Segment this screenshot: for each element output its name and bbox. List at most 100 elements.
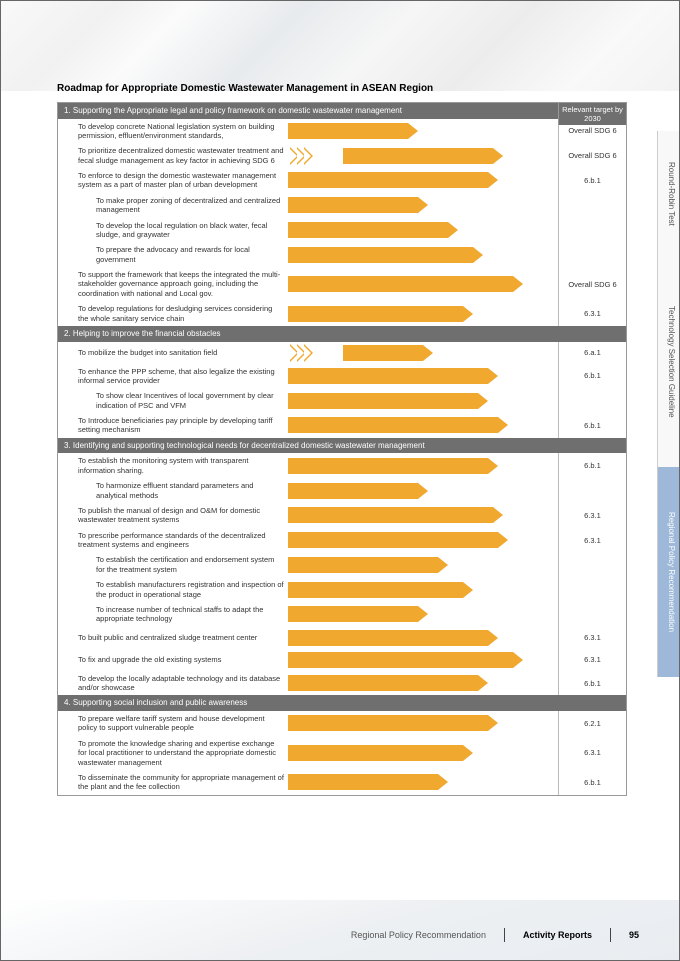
row-target: 6.b.1 — [558, 364, 626, 389]
roadmap-row: To increase number of technical staffs t… — [58, 602, 626, 627]
row-target: 6.3.1 — [558, 301, 626, 326]
arrow-bar — [288, 276, 513, 292]
arrow-bar — [288, 458, 488, 474]
row-text: To prioritize decentralized domestic was… — [58, 143, 288, 168]
arrow-bar — [288, 393, 478, 409]
roadmap-row: To prioritize decentralized domestic was… — [58, 143, 626, 168]
arrow-bar — [288, 417, 498, 433]
row-target — [558, 193, 626, 218]
page-footer: Regional Policy Recommendation Activity … — [1, 928, 679, 942]
arrow-bar — [288, 675, 478, 691]
row-target — [558, 552, 626, 577]
row-text: To harmonize effluent standard parameter… — [58, 478, 288, 503]
row-target — [558, 602, 626, 627]
side-tab[interactable]: Round-Robin Test — [657, 131, 679, 257]
arrow-bar — [288, 606, 418, 622]
row-target: 6.b.1 — [558, 671, 626, 696]
arrow-bar — [288, 222, 448, 238]
row-text: To develop the locally adaptable technol… — [58, 671, 288, 696]
row-arrow-area — [288, 736, 558, 770]
row-target: 6.b.1 — [558, 453, 626, 478]
arrow-bar — [288, 715, 488, 731]
footer-crumb-section: Regional Policy Recommendation — [351, 930, 486, 940]
roadmap-row: To Introduce beneficiaries pay principle… — [58, 413, 626, 438]
roadmap-row: To fix and upgrade the old existing syst… — [58, 649, 626, 671]
row-arrow-area — [288, 168, 558, 193]
roadmap-row: To harmonize effluent standard parameter… — [58, 478, 626, 503]
roadmap-row: To prepare welfare tariff system and hou… — [58, 711, 626, 736]
row-text: To mobilize the budget into sanitation f… — [58, 342, 288, 364]
row-target — [558, 388, 626, 413]
roadmap-row: To establish the certification and endor… — [58, 552, 626, 577]
roadmap-row: To make proper zoning of decentralized a… — [58, 193, 626, 218]
page-title: Roadmap for Appropriate Domestic Wastewa… — [57, 83, 627, 94]
row-arrow-area — [288, 364, 558, 389]
section-header-text: 3. Identifying and supporting technologi… — [64, 441, 622, 451]
row-target — [558, 218, 626, 243]
arrow-bar — [288, 532, 498, 548]
arrow-bar — [288, 247, 473, 263]
row-arrow-area — [288, 413, 558, 438]
row-target — [558, 242, 626, 267]
roadmap-row: To built public and centralized sludge t… — [58, 627, 626, 649]
row-arrow-area — [288, 602, 558, 627]
row-arrow-area — [288, 671, 558, 696]
row-arrow-area — [288, 242, 558, 267]
row-text: To promote the knowledge sharing and exp… — [58, 736, 288, 770]
row-text: To establish the certification and endor… — [58, 552, 288, 577]
arrow-bar — [288, 368, 488, 384]
chevron-icon — [290, 344, 311, 362]
section-header: 1. Supporting the Appropriate legal and … — [58, 103, 626, 119]
row-target: 6.b.1 — [558, 413, 626, 438]
row-text: To publish the manual of design and O&M … — [58, 503, 288, 528]
side-tab[interactable]: Regional Policy Recommendation — [657, 467, 679, 677]
arrow-bar — [343, 148, 493, 164]
page-content: Roadmap for Appropriate Domestic Wastewa… — [57, 83, 627, 796]
arrow-bar — [288, 774, 438, 790]
row-arrow-area — [288, 528, 558, 553]
row-text: To disseminate the community for appropr… — [58, 770, 288, 795]
arrow-bar — [288, 197, 418, 213]
row-target: 6.2.1 — [558, 711, 626, 736]
roadmap-row: To develop the local regulation on black… — [58, 218, 626, 243]
row-arrow-area — [288, 711, 558, 736]
roadmap-row: To support the framework that keeps the … — [58, 267, 626, 301]
row-text: To develop the local regulation on black… — [58, 218, 288, 243]
row-arrow-area — [288, 503, 558, 528]
roadmap-row: To develop concrete National legislation… — [58, 119, 626, 144]
arrow-bar — [288, 745, 463, 761]
arrow-bar — [288, 123, 408, 139]
decorative-header-stripes — [1, 1, 679, 91]
arrow-bar — [288, 172, 488, 188]
row-target — [558, 478, 626, 503]
row-arrow-area — [288, 301, 558, 326]
row-text: To prepare the advocacy and rewards for … — [58, 242, 288, 267]
side-tab[interactable]: Technology Selection Guideline — [657, 257, 679, 467]
side-tabs: Round-Robin TestTechnology Selection Gui… — [657, 131, 679, 677]
row-target: 6.b.1 — [558, 770, 626, 795]
row-arrow-area — [288, 267, 558, 301]
section-header-text: 1. Supporting the Appropriate legal and … — [64, 106, 554, 116]
row-text: To develop concrete National legislation… — [58, 119, 288, 144]
row-arrow-area — [288, 577, 558, 602]
row-arrow-area — [288, 552, 558, 577]
row-target: 6.3.1 — [558, 627, 626, 649]
row-text: To prepare welfare tariff system and hou… — [58, 711, 288, 736]
roadmap-row: To enhance the PPP scheme, that also leg… — [58, 364, 626, 389]
row-arrow-area — [288, 218, 558, 243]
row-arrow-area — [288, 453, 558, 478]
row-target: 6.a.1 — [558, 342, 626, 364]
arrow-bar — [343, 345, 423, 361]
arrow-bar — [288, 652, 513, 668]
row-text: To fix and upgrade the old existing syst… — [58, 649, 288, 671]
row-text: To establish the monitoring system with … — [58, 453, 288, 478]
row-text: To support the framework that keeps the … — [58, 267, 288, 301]
roadmap-row: To mobilize the budget into sanitation f… — [58, 342, 626, 364]
section-header-text: 2. Helping to improve the financial obst… — [64, 329, 622, 339]
roadmap-row: To establish manufacturers registration … — [58, 577, 626, 602]
row-text: To built public and centralized sludge t… — [58, 627, 288, 649]
roadmap-row: To disseminate the community for appropr… — [58, 770, 626, 795]
row-arrow-area — [288, 143, 558, 168]
row-arrow-area — [288, 388, 558, 413]
arrow-bar — [288, 483, 418, 499]
